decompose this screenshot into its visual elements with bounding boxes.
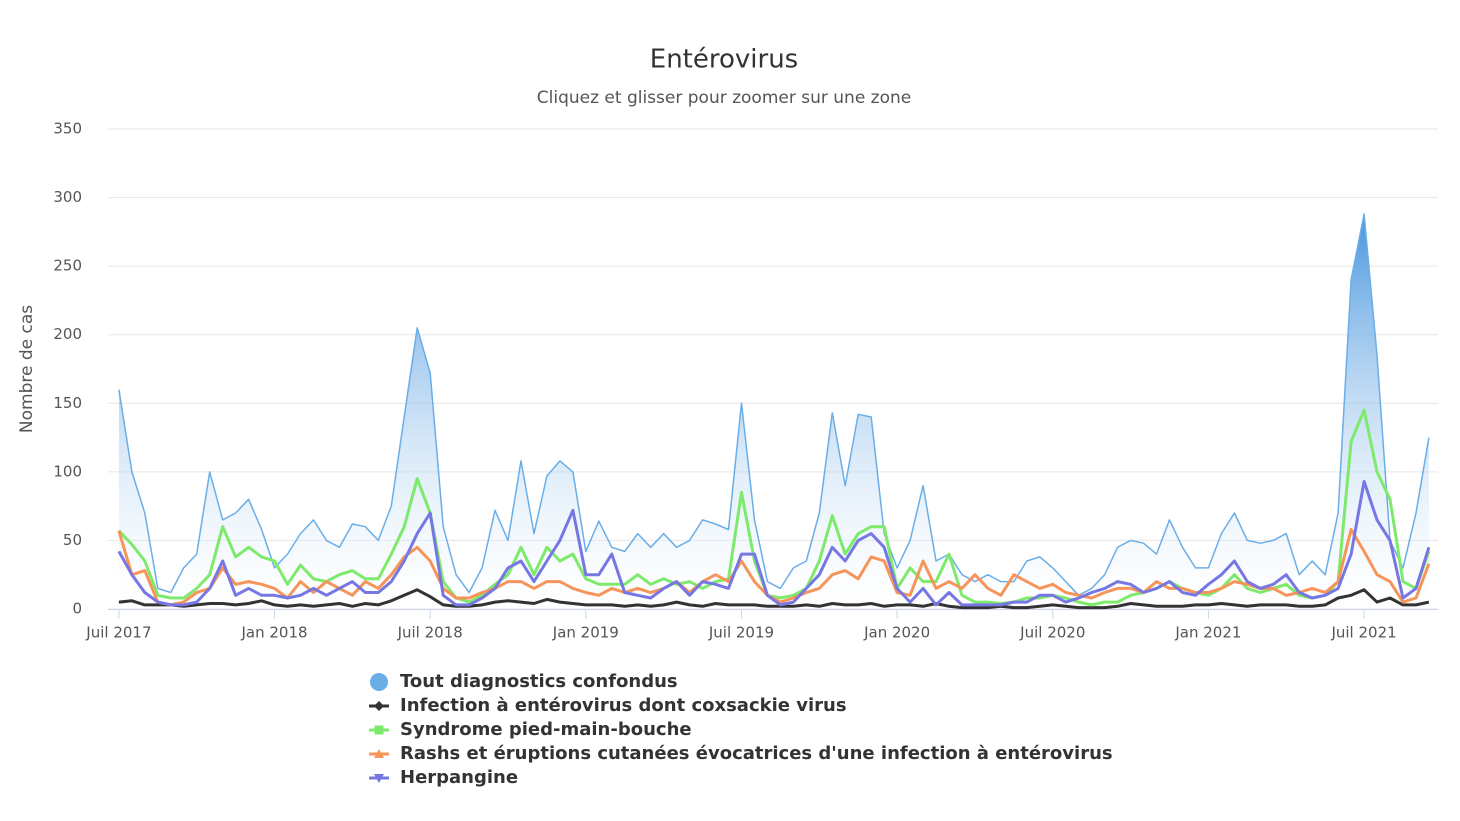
legend-symbol: [369, 749, 389, 758]
y-axis-label: Nombre de cas: [17, 305, 37, 433]
legend-label: Tout diagnostics confondus: [400, 671, 678, 692]
x-tick-label: Juil 2018: [397, 624, 463, 642]
x-tick-label: Juil 2017: [85, 624, 151, 642]
legend-symbol: [369, 701, 389, 711]
y-tick-label: 150: [53, 394, 82, 412]
series-line: [118, 588, 1430, 610]
legend-marker: [370, 673, 388, 691]
legend-symbol: [369, 725, 389, 735]
series-line: [117, 408, 1431, 607]
y-tick-label: 200: [53, 325, 82, 343]
area-fill: [118, 214, 1429, 609]
x-tick-label: Jan 2021: [1174, 624, 1241, 642]
y-tick-label: 50: [63, 531, 82, 549]
legend-marker: [374, 774, 384, 783]
y-tick-label: 100: [53, 462, 82, 480]
legend-marker: [374, 701, 384, 711]
x-tick-label: Juil 2020: [1019, 624, 1085, 642]
legend-label: Syndrome pied-main-bouche: [400, 719, 692, 740]
legend-label: Rashs et éruptions cutanées évocatrices …: [400, 743, 1113, 764]
y-tick-label: 0: [72, 600, 82, 618]
x-tick-label: Jan 2019: [552, 624, 619, 642]
legend-symbol: [370, 673, 388, 691]
chart-subtitle: Cliquez et glisser pour zoomer sur une z…: [537, 88, 912, 108]
legend-label: Infection à entérovirus dont coxsackie v…: [400, 695, 847, 716]
y-tick-label: 300: [53, 188, 82, 206]
x-tick-label: Juil 2021: [1330, 624, 1396, 642]
legend-symbol: [369, 774, 389, 783]
x-tick-label: Juil 2019: [708, 624, 774, 642]
x-tick-label: Jan 2018: [241, 624, 308, 642]
y-tick-label: 350: [53, 120, 82, 138]
legend-marker: [374, 749, 384, 758]
legend-label: Herpangine: [400, 767, 518, 788]
series-line: [118, 213, 1430, 597]
legend-marker: [374, 725, 384, 735]
series-line: [117, 480, 1431, 607]
chart-title: Entérovirus: [650, 45, 798, 75]
y-tick-label: 250: [53, 257, 82, 275]
x-tick-label: Jan 2020: [863, 624, 930, 642]
